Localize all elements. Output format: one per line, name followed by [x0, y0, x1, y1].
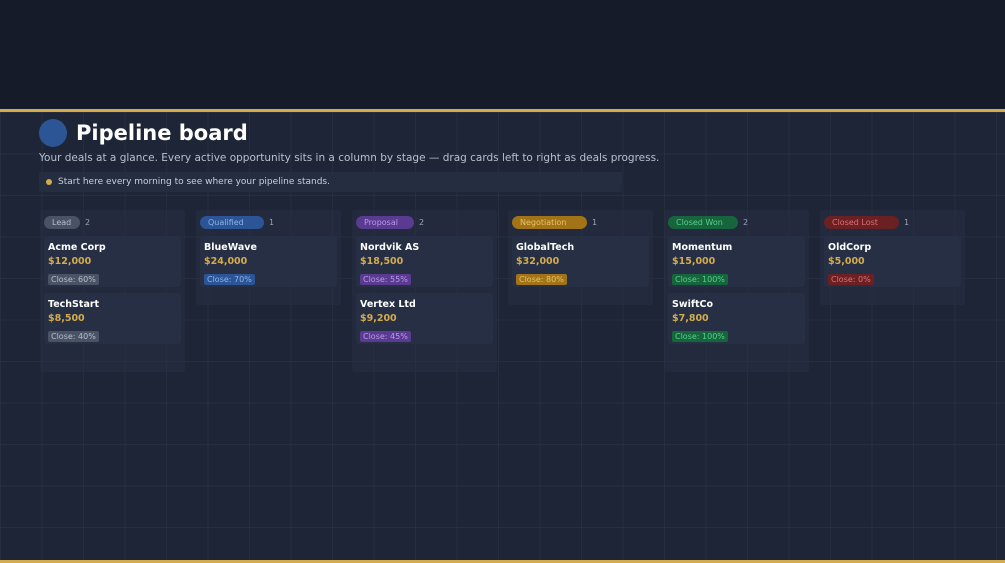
column-closed-won: Closed Won 2 Momentum $15,000 Close: 100…	[664, 210, 809, 372]
close-probability: Close: 0%	[828, 274, 874, 285]
deal-card[interactable]: GlobalTech $32,000 Close: 80%	[512, 236, 649, 287]
deal-card[interactable]: SwiftCo $7,800 Close: 100%	[668, 293, 805, 344]
deal-name: Momentum	[672, 242, 733, 253]
deal-amount: $18,500	[360, 256, 404, 267]
deal-name: TechStart	[48, 299, 100, 310]
deal-card[interactable]: Acme Corp $12,000 Close: 60%	[44, 236, 181, 287]
deal-name: SwiftCo	[672, 299, 714, 310]
deal-count: 1	[904, 218, 910, 227]
close-probability: Close: 55%	[360, 274, 411, 285]
dot-icon	[46, 179, 52, 185]
column-closed-lost: Closed Lost 1 OldCorp $5,000 Close: 0%	[820, 210, 965, 305]
page-subtitle: Your deals at a glance. Every active opp…	[39, 152, 660, 164]
deal-count: 2	[85, 218, 91, 227]
logo-icon	[39, 119, 67, 147]
page-title: Pipeline board	[76, 121, 248, 145]
deal-name: OldCorp	[828, 242, 872, 253]
stage-badge: Lead	[44, 216, 80, 229]
column-proposal: Proposal 2 Nordvik AS $18,500 Close: 55%…	[352, 210, 497, 372]
deal-amount: $5,000	[828, 256, 865, 267]
stage-badge: Qualified	[200, 216, 264, 229]
top-divider	[0, 109, 1005, 112]
deal-name: BlueWave	[204, 242, 257, 253]
deal-name: Nordvik AS	[360, 242, 420, 253]
deal-amount: $7,800	[672, 313, 709, 324]
deal-name: GlobalTech	[516, 242, 575, 253]
column-header: Qualified 1	[200, 214, 337, 231]
close-probability: Close: 80%	[516, 274, 567, 285]
deal-card[interactable]: OldCorp $5,000 Close: 0%	[824, 236, 961, 287]
close-probability: Close: 100%	[672, 331, 728, 342]
column-lead: Lead 2 Acme Corp $12,000 Close: 60% Tech…	[40, 210, 185, 372]
column-qualified: Qualified 1 BlueWave $24,000 Close: 70%	[196, 210, 341, 305]
deal-card[interactable]: BlueWave $24,000 Close: 70%	[200, 236, 337, 287]
column-header: Proposal 2	[356, 214, 493, 231]
deal-amount: $12,000	[48, 256, 92, 267]
top-band	[0, 0, 1005, 109]
stage-badge: Closed Won	[668, 216, 738, 229]
tip-text: Start here every morning to see where yo…	[58, 177, 330, 187]
tip-banner: Start here every morning to see where yo…	[39, 172, 622, 192]
deal-count: 2	[743, 218, 749, 227]
close-probability: Close: 70%	[204, 274, 255, 285]
deal-card[interactable]: Vertex Ltd $9,200 Close: 45%	[356, 293, 493, 344]
column-header: Closed Lost 1	[824, 214, 961, 231]
deal-card[interactable]: Nordvik AS $18,500 Close: 55%	[356, 236, 493, 287]
bottom-divider	[0, 560, 1005, 563]
column-negotiation: Negotiation 1 GlobalTech $32,000 Close: …	[508, 210, 653, 305]
title-row: Pipeline board	[39, 119, 248, 147]
stage-badge: Proposal	[356, 216, 414, 229]
deal-card[interactable]: Momentum $15,000 Close: 100%	[668, 236, 805, 287]
column-header: Lead 2	[44, 214, 181, 231]
deal-name: Acme Corp	[48, 242, 106, 253]
deal-count: 1	[592, 218, 598, 227]
column-header: Closed Won 2	[668, 214, 805, 231]
deal-amount: $8,500	[48, 313, 85, 324]
deal-count: 1	[269, 218, 275, 227]
stage-badge: Negotiation	[512, 216, 587, 229]
deal-card[interactable]: TechStart $8,500 Close: 40%	[44, 293, 181, 344]
close-probability: Close: 40%	[48, 331, 99, 342]
close-probability: Close: 100%	[672, 274, 728, 285]
stage-badge: Closed Lost	[824, 216, 899, 229]
deal-amount: $15,000	[672, 256, 716, 267]
close-probability: Close: 60%	[48, 274, 99, 285]
close-probability: Close: 45%	[360, 331, 411, 342]
deal-count: 2	[419, 218, 425, 227]
deal-amount: $9,200	[360, 313, 397, 324]
deal-name: Vertex Ltd	[360, 299, 416, 310]
deal-amount: $32,000	[516, 256, 560, 267]
pipeline-board: Pipeline board Your deals at a glance. E…	[0, 112, 1005, 561]
deal-amount: $24,000	[204, 256, 248, 267]
column-header: Negotiation 1	[512, 214, 649, 231]
